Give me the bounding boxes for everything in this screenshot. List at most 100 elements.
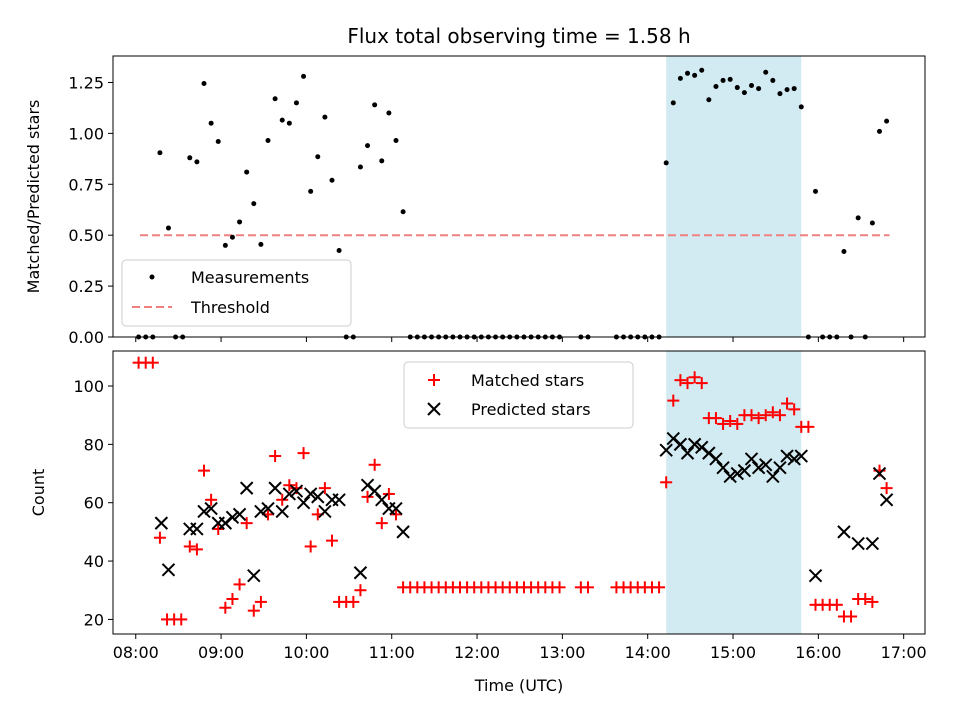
predicted-point (303, 487, 318, 501)
matched-point (709, 412, 722, 425)
matched-point (745, 409, 758, 422)
top-y-tick-label: 0.50 (68, 226, 104, 245)
predicted-point (375, 493, 389, 507)
predicted-point (247, 568, 261, 583)
predicted-point (225, 510, 240, 525)
measurement-point (400, 209, 406, 215)
measurement-point (215, 139, 221, 145)
matched-point (190, 543, 203, 556)
measurement-point (329, 177, 335, 183)
measurement-point (372, 102, 378, 108)
predicted-point (680, 446, 695, 460)
measurement-point (194, 159, 200, 165)
measurement-point (251, 201, 257, 207)
matched-point (205, 493, 218, 506)
x-tick-label: 10:00 (283, 643, 329, 662)
predicted-point (673, 437, 688, 452)
measurement-point (315, 154, 321, 160)
top-y-tick-label: 0.25 (68, 277, 104, 296)
bottom-observing-window (666, 351, 802, 634)
predicted-point (879, 493, 894, 507)
bottom-y-axis-label: Count (29, 469, 48, 517)
matched-point (233, 578, 246, 591)
measurement-point (763, 69, 769, 75)
measurement-point (229, 234, 235, 240)
matched-point (361, 490, 374, 503)
top-y-tick-label: 0.00 (68, 328, 104, 347)
top-y-tick-label: 1.00 (68, 124, 104, 143)
bottom-y-tick-label: 40 (84, 552, 104, 571)
x-axis-label: Time (UTC) (474, 676, 563, 695)
matched-point (802, 420, 815, 433)
legend-marker-measurements (149, 274, 155, 280)
top-axes-frame (112, 55, 926, 338)
x-tick-label: 12:00 (454, 643, 500, 662)
matched-point (695, 377, 708, 390)
matched-point (325, 534, 338, 547)
matched-point (226, 592, 239, 605)
matched-point (382, 487, 395, 500)
measurement-point (386, 110, 392, 116)
measurement-point (258, 241, 264, 247)
matched-point (368, 458, 381, 471)
predicted-point (794, 449, 808, 463)
matched-point (318, 482, 331, 495)
matched-point (766, 406, 779, 419)
matched-point (240, 517, 253, 530)
top-y-axis-label: Matched/Predicted stars (24, 100, 43, 294)
bottom-legend: Matched stars Predicted stars (403, 361, 634, 429)
top-y-tick-label: 1.25 (68, 73, 104, 92)
predicted-point (766, 469, 780, 484)
top-y-tick-label: 0.75 (68, 175, 104, 194)
measurement-point (699, 67, 705, 73)
measurement-point (884, 118, 890, 124)
predicted-point (332, 493, 346, 507)
predicted-point (709, 452, 723, 466)
measurement-point (357, 164, 363, 170)
matched-point (773, 409, 786, 422)
measurement-point (237, 219, 243, 225)
measurement-point (749, 83, 755, 89)
bottom-axes-frame (112, 350, 926, 635)
predicted-point (716, 460, 730, 475)
matched-point (667, 394, 680, 407)
matched-point (347, 595, 360, 608)
bottom-subplot: 20 40 60 80 100 08:00 09:00 10:00 11:00 12:00 13:… (29, 350, 927, 695)
matched-point (581, 581, 594, 594)
matched-point (553, 581, 566, 594)
top-legend: Measurements Threshold (121, 259, 352, 327)
predicted-point (659, 443, 673, 457)
predicted-point (239, 481, 254, 495)
matched-point (212, 522, 225, 535)
measurement-point (677, 75, 683, 81)
matched-point (859, 592, 872, 605)
predicted-point (865, 536, 880, 551)
measurement-point (685, 70, 691, 76)
predicted-point (780, 449, 794, 463)
predicted-point (311, 490, 325, 504)
predicted-point (872, 466, 887, 481)
measurement-point (798, 104, 804, 110)
predicted-point (353, 566, 368, 580)
matched-point (219, 601, 232, 614)
measurement-point (222, 242, 228, 248)
matched-point (830, 598, 843, 611)
measurement-point (841, 248, 847, 254)
predicted-point (254, 504, 268, 519)
matched-point (297, 447, 310, 460)
measurement-point (157, 150, 163, 156)
measurement-point (308, 188, 314, 194)
x-tick-label: 11:00 (369, 643, 415, 662)
matched-point (304, 540, 317, 553)
matched-point (731, 417, 744, 430)
measurement-point (365, 143, 371, 149)
measurement-point (293, 100, 299, 106)
predicted-point (204, 501, 218, 516)
measurement-point (756, 86, 762, 92)
predicted-point (289, 484, 304, 498)
predicted-point (282, 487, 297, 501)
matched-point (653, 581, 666, 594)
x-tick-label: 15:00 (710, 643, 756, 662)
matched-point (198, 464, 211, 477)
